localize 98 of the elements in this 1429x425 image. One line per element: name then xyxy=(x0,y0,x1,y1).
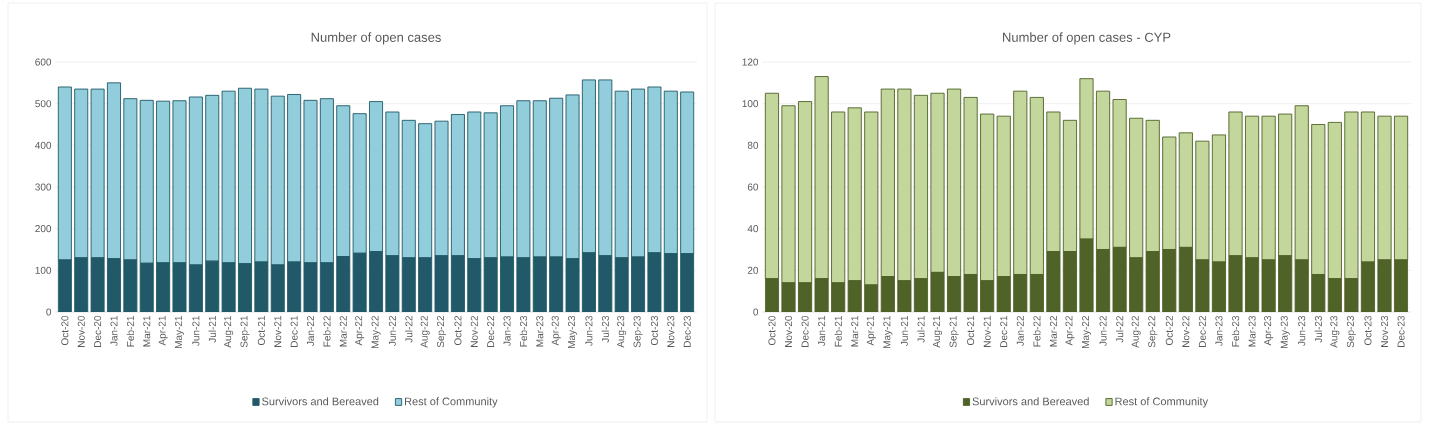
x-tick-label: Apr-22 xyxy=(1065,316,1075,346)
x-tick-label: Apr-21 xyxy=(158,316,168,346)
x-tick-label: Oct-20 xyxy=(768,315,776,346)
x-tick-label: May-23 xyxy=(1280,315,1290,349)
x-tick-label: Aug-22 xyxy=(1131,316,1141,348)
x-tick-label: Sep-22 xyxy=(1148,316,1158,348)
legend-label: Survivors and Bereaved xyxy=(972,397,1089,406)
y-tick-label: 60 xyxy=(747,183,759,191)
x-tick-label: Dec-20 xyxy=(801,315,809,347)
x-tick-label: Oct-23 xyxy=(650,315,658,346)
x-tick-label: Sep-23 xyxy=(1346,315,1356,348)
x-tick-label: Dec-23 xyxy=(683,315,691,347)
y-tick-label: 20 xyxy=(747,266,759,274)
x-tick-label: Dec-23 xyxy=(1397,315,1405,347)
x-tick-label: Dec-21 xyxy=(1000,316,1008,347)
x-tick-label: Jul-23 xyxy=(1314,315,1322,343)
x-tick-label: Aug-23 xyxy=(1330,315,1340,348)
x-tick-label: May-22 xyxy=(1081,316,1092,349)
x-tick-label: Jan-23 xyxy=(1215,315,1223,346)
x-tick-label: Jan-21 xyxy=(818,316,826,346)
x-tick-label: Feb-22 xyxy=(1033,316,1041,347)
y-tick-label: 80 xyxy=(747,141,759,149)
x-tick-label: Dec-21 xyxy=(290,316,298,347)
y-tick-label: 0 xyxy=(753,308,759,316)
x-tick-label: May-23 xyxy=(568,315,578,349)
x-tick-label: Oct-22 xyxy=(1165,316,1173,346)
x-tick-label: Jan-22 xyxy=(1016,316,1024,346)
x-tick-label: Jul-22 xyxy=(1115,316,1124,343)
y-tick-label: 200 xyxy=(35,225,52,233)
x-tick-label: Oct-23 xyxy=(1364,315,1372,346)
x-tick-label: Nov-23 xyxy=(667,315,675,347)
x-tick-label: Nov-20 xyxy=(77,315,85,347)
x-tick-label: Jun-22 xyxy=(388,316,396,346)
x-tick-label: Jun-21 xyxy=(192,316,200,346)
x-tick-label: Sep-21 xyxy=(949,316,959,348)
chart-title: Number of open cases - CYP xyxy=(1003,32,1171,45)
x-tick-label: Mar-22 xyxy=(1049,316,1057,347)
x-tick-label: Dec-20 xyxy=(94,315,102,347)
x-tick-label: Nov-22 xyxy=(1182,316,1190,347)
y-tick-label: 120 xyxy=(742,58,759,66)
x-tick-label: Oct-21 xyxy=(967,316,975,346)
y-tick-label: 0 xyxy=(46,308,52,316)
x-tick-label: Nov-21 xyxy=(274,316,282,347)
x-tick-label: Aug-21 xyxy=(224,316,234,348)
y-tick-label: 300 xyxy=(35,183,52,191)
x-tick-label: Dec-22 xyxy=(1198,316,1206,347)
x-tick-label: Nov-20 xyxy=(784,315,793,347)
chart-title: Number of open cases xyxy=(311,32,441,45)
x-tick-label: Nov-21 xyxy=(983,316,991,347)
y-tick-label: 600 xyxy=(35,58,52,66)
x-tick-label: Feb-21 xyxy=(126,316,135,347)
x-tick-label: Jun-23 xyxy=(1298,315,1306,346)
x-tick-label: Sep-22 xyxy=(437,316,447,348)
legend-label: Rest of Community xyxy=(405,397,498,408)
y-tick-label: 500 xyxy=(35,100,52,108)
x-tick-label: Jun-23 xyxy=(585,315,593,346)
y-tick-label: 40 xyxy=(747,225,759,233)
x-tick-label: Aug-22 xyxy=(420,316,430,348)
x-tick-label: Oct-21 xyxy=(257,316,265,346)
x-tick-label: Apr-23 xyxy=(1264,315,1274,346)
x-tick-label: May-21 xyxy=(174,316,185,349)
x-tick-label: Mar-23 xyxy=(1248,315,1256,347)
x-tick-label: Jun-21 xyxy=(900,316,908,346)
x-tick-label: Dec-22 xyxy=(487,316,495,347)
x-tick-label: Sep-23 xyxy=(633,315,643,348)
x-tick-label: Jul-21 xyxy=(917,316,925,343)
x-tick-label: May-22 xyxy=(371,316,381,349)
x-tick-label: Mar-21 xyxy=(851,316,859,347)
x-tick-label: May-21 xyxy=(883,316,893,349)
x-tick-label: Nov-23 xyxy=(1380,315,1389,347)
x-tick-label: Oct-20 xyxy=(61,315,69,346)
x-tick-label: Apr-22 xyxy=(355,316,365,346)
x-tick-label: Apr-23 xyxy=(551,315,561,346)
y-tick-label: 400 xyxy=(35,141,52,149)
x-tick-label: Jun-22 xyxy=(1099,316,1107,346)
x-tick-label: Mar-23 xyxy=(536,315,544,347)
x-tick-label: Jan-21 xyxy=(110,316,118,346)
x-tick-label: Nov-22 xyxy=(470,316,478,347)
x-tick-label: Aug-21 xyxy=(932,316,943,348)
y-tick-label: 100 xyxy=(742,100,759,108)
x-tick-label: Jan-23 xyxy=(503,315,511,346)
x-tick-label: Jul-23 xyxy=(601,315,609,343)
x-tick-label: Jul-21 xyxy=(208,316,216,343)
x-tick-label: Feb-23 xyxy=(519,315,528,347)
x-tick-label: Mar-22 xyxy=(339,316,347,347)
x-tick-label: Feb-22 xyxy=(323,316,331,347)
legend-label: Survivors and Bereaved xyxy=(262,397,379,406)
x-tick-label: Mar-21 xyxy=(143,316,151,347)
x-tick-label: Feb-23 xyxy=(1231,315,1240,347)
x-tick-label: Jul-22 xyxy=(405,316,413,343)
x-tick-label: Oct-22 xyxy=(454,316,462,346)
x-tick-label: Apr-21 xyxy=(866,316,876,346)
x-tick-label: Aug-23 xyxy=(617,315,627,348)
x-tick-label: Jan-22 xyxy=(306,316,315,346)
x-tick-label: Feb-21 xyxy=(834,316,842,347)
y-tick-label: 100 xyxy=(35,266,52,274)
legend-label: Rest of Community xyxy=(1115,397,1209,408)
x-tick-label: Sep-21 xyxy=(240,316,250,348)
